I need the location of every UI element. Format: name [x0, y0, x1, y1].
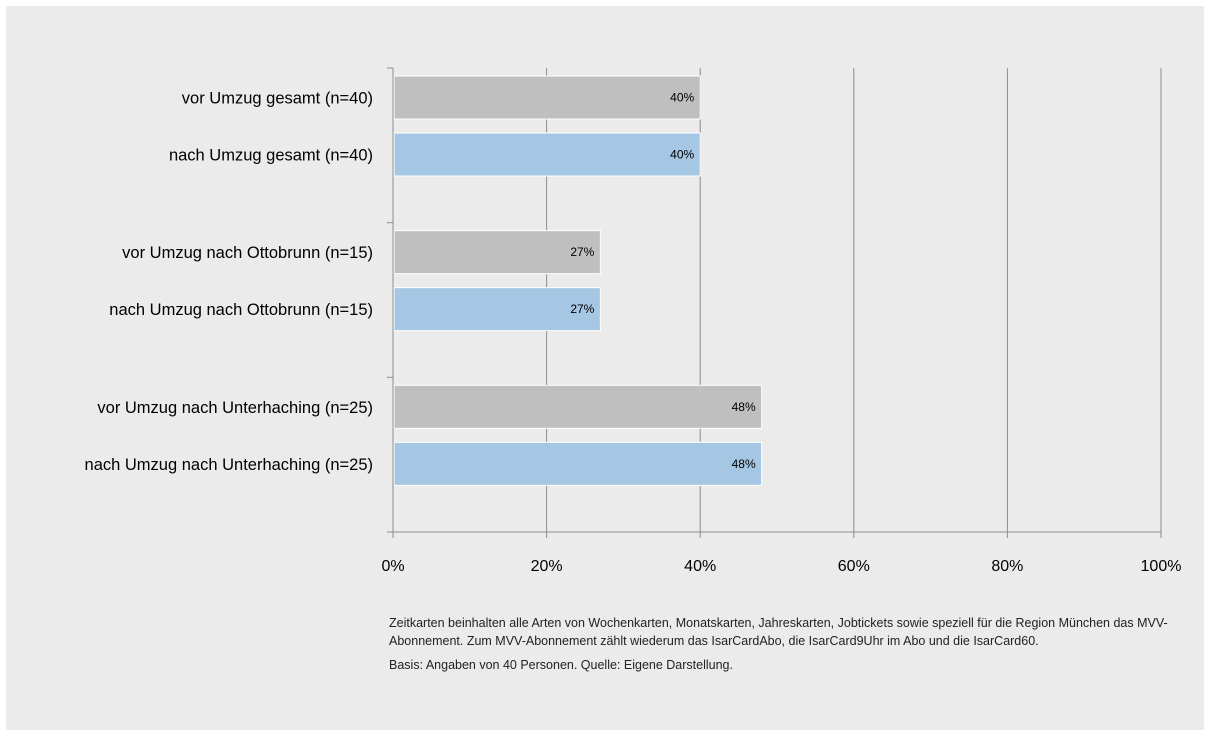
data-label: 40% [670, 148, 694, 162]
data-label: 27% [570, 245, 594, 259]
category-label: vor Umzug nach Unterhaching (n=25) [97, 399, 373, 417]
x-tick-label: 60% [838, 558, 870, 575]
footnote: Zeitkarten beinhalten alle Arten von Woc… [389, 614, 1169, 674]
x-tick-label: 100% [1141, 558, 1182, 575]
category-label: vor Umzug gesamt (n=40) [182, 90, 373, 108]
bars [393, 75, 763, 486]
x-tick-label: 80% [991, 558, 1023, 575]
x-tick-label: 40% [684, 558, 716, 575]
chart-panel [6, 6, 1204, 730]
axes [387, 67, 1161, 538]
data-label: 40% [670, 91, 694, 105]
data-label: 27% [570, 302, 594, 316]
footnote-text: Zeitkarten beinhalten alle Arten von Woc… [389, 616, 1168, 648]
x-tick-label: 0% [381, 558, 404, 575]
category-label: nach Umzug nach Ottobrunn (n=15) [109, 301, 373, 319]
bar [393, 441, 763, 486]
data-label: 48% [732, 457, 756, 471]
footnote-basis: Basis: Angaben von 40 Personen. Quelle: … [389, 658, 733, 672]
bar [393, 75, 701, 120]
bar [393, 287, 601, 332]
category-label: nach Umzug nach Unterhaching (n=25) [85, 456, 373, 474]
bar [393, 384, 763, 429]
category-label: vor Umzug nach Ottobrunn (n=15) [122, 244, 373, 262]
bar [393, 132, 701, 177]
labels: 0% 20% 40% 60% 80% 100% 40% vor Umzug gesamt (n… [85, 90, 1182, 576]
data-label: 48% [732, 400, 756, 414]
bar [393, 230, 601, 275]
category-label: nach Umzug gesamt (n=40) [169, 147, 373, 165]
x-tick-label: 20% [531, 558, 563, 575]
